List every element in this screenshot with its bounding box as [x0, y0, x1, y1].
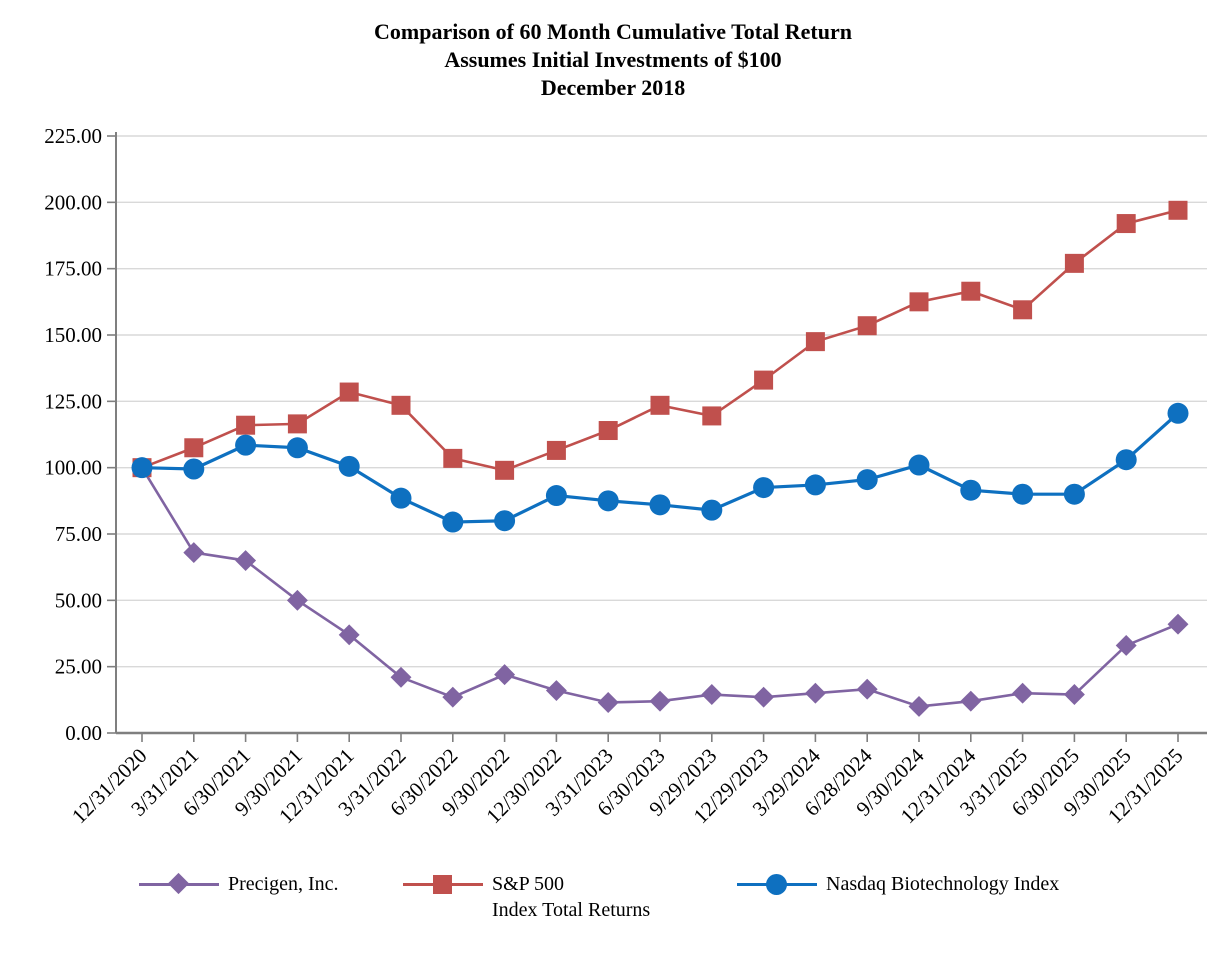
data-point-marker: [1012, 682, 1034, 704]
y-tick-label: 150.00: [44, 323, 102, 347]
data-point-marker: [804, 474, 826, 496]
data-point-marker: [183, 542, 205, 564]
data-point-marker: [1063, 483, 1085, 505]
y-tick-label: 225.00: [44, 124, 102, 148]
chart-title-block: Comparison of 60 Month Cumulative Total …: [0, 18, 1226, 102]
legend-label-sp500-line2: Index Total Returns: [492, 899, 651, 921]
y-tick-label: 100.00: [44, 456, 102, 480]
data-point-marker: [1168, 200, 1188, 220]
data-point-marker: [649, 494, 671, 516]
data-point-marker: [805, 332, 825, 352]
chart-title-line3: December 2018: [540, 75, 686, 100]
data-point-marker: [754, 370, 774, 390]
y-tick-label: 25.00: [55, 655, 102, 679]
data-point-marker: [494, 664, 516, 686]
data-point-marker: [960, 479, 982, 501]
data-point-marker: [391, 395, 411, 415]
data-point-marker: [338, 455, 360, 477]
legend-item-sp500: S&P 500 Index Total Returns: [403, 871, 650, 923]
data-point-marker: [494, 510, 516, 532]
data-point-marker: [545, 485, 567, 507]
y-tick-label: 125.00: [44, 389, 102, 413]
data-point-marker: [961, 281, 981, 301]
y-tick-label: 0.00: [65, 721, 102, 745]
data-point-marker: [908, 454, 930, 476]
y-tick-label: 50.00: [55, 588, 102, 612]
data-point-marker: [753, 686, 775, 708]
data-point-marker: [753, 477, 775, 499]
data-point-marker: [909, 292, 929, 312]
y-tick-label: 175.00: [44, 257, 102, 281]
data-point-marker: [597, 490, 619, 512]
sp500-square-marker-icon: [403, 871, 483, 897]
data-point-marker: [236, 415, 256, 435]
data-point-marker: [1116, 214, 1136, 234]
data-point-marker: [1063, 684, 1085, 705]
data-point-marker: [804, 682, 826, 704]
data-point-marker: [390, 487, 412, 509]
data-point-marker: [856, 469, 878, 491]
legend-item-nasdaq-biotech: Nasdaq Biotechnology Index: [737, 871, 1059, 897]
data-point-marker: [701, 684, 723, 705]
legend-label-nasdaq-biotech: Nasdaq Biotechnology Index: [826, 873, 1060, 895]
data-point-marker: [339, 382, 359, 402]
data-point-marker: [1013, 300, 1033, 320]
data-point-marker: [702, 406, 722, 426]
precigen-diamond-marker-icon: [139, 871, 219, 897]
data-point-marker: [1167, 402, 1189, 424]
data-point-marker: [495, 460, 515, 480]
data-point-marker: [960, 690, 982, 712]
data-point-marker: [546, 440, 566, 460]
data-point-marker: [131, 457, 153, 479]
data-point-marker: [443, 448, 463, 468]
data-point-marker: [286, 437, 308, 459]
data-point-marker: [1064, 253, 1084, 273]
data-point-marker: [287, 414, 307, 434]
legend-item-precigen: Precigen, Inc.: [139, 871, 339, 897]
data-point-marker: [908, 696, 930, 717]
data-point-marker: [650, 395, 670, 415]
data-point-marker: [184, 438, 204, 458]
data-point-marker: [235, 550, 257, 571]
data-point-marker: [597, 692, 619, 713]
y-tick-label: 200.00: [44, 190, 102, 214]
y-tick-label: 75.00: [55, 522, 102, 546]
data-point-marker: [1115, 449, 1137, 471]
legend-label-sp500: S&P 500 Index Total Returns: [492, 871, 650, 923]
data-point-marker: [857, 316, 877, 336]
data-point-marker: [286, 589, 308, 611]
data-point-marker: [1012, 483, 1034, 505]
data-point-marker: [442, 686, 464, 708]
data-point-marker: [1167, 613, 1189, 635]
data-point-marker: [442, 511, 464, 533]
data-point-marker: [183, 458, 205, 480]
chart-title-line2: Assumes Initial Investments of $100: [444, 47, 782, 72]
data-point-marker: [649, 690, 671, 712]
data-point-marker: [856, 678, 878, 700]
data-point-marker: [701, 499, 723, 521]
chart-title-line1: Comparison of 60 Month Cumulative Total …: [374, 19, 852, 44]
data-point-marker: [598, 421, 618, 441]
data-point-marker: [235, 434, 257, 456]
data-point-marker: [545, 680, 567, 702]
legend-label-sp500-line1: S&P 500: [492, 873, 565, 895]
legend-label-precigen: Precigen, Inc.: [228, 873, 339, 895]
nasdaq-circle-marker-icon: [737, 871, 817, 897]
